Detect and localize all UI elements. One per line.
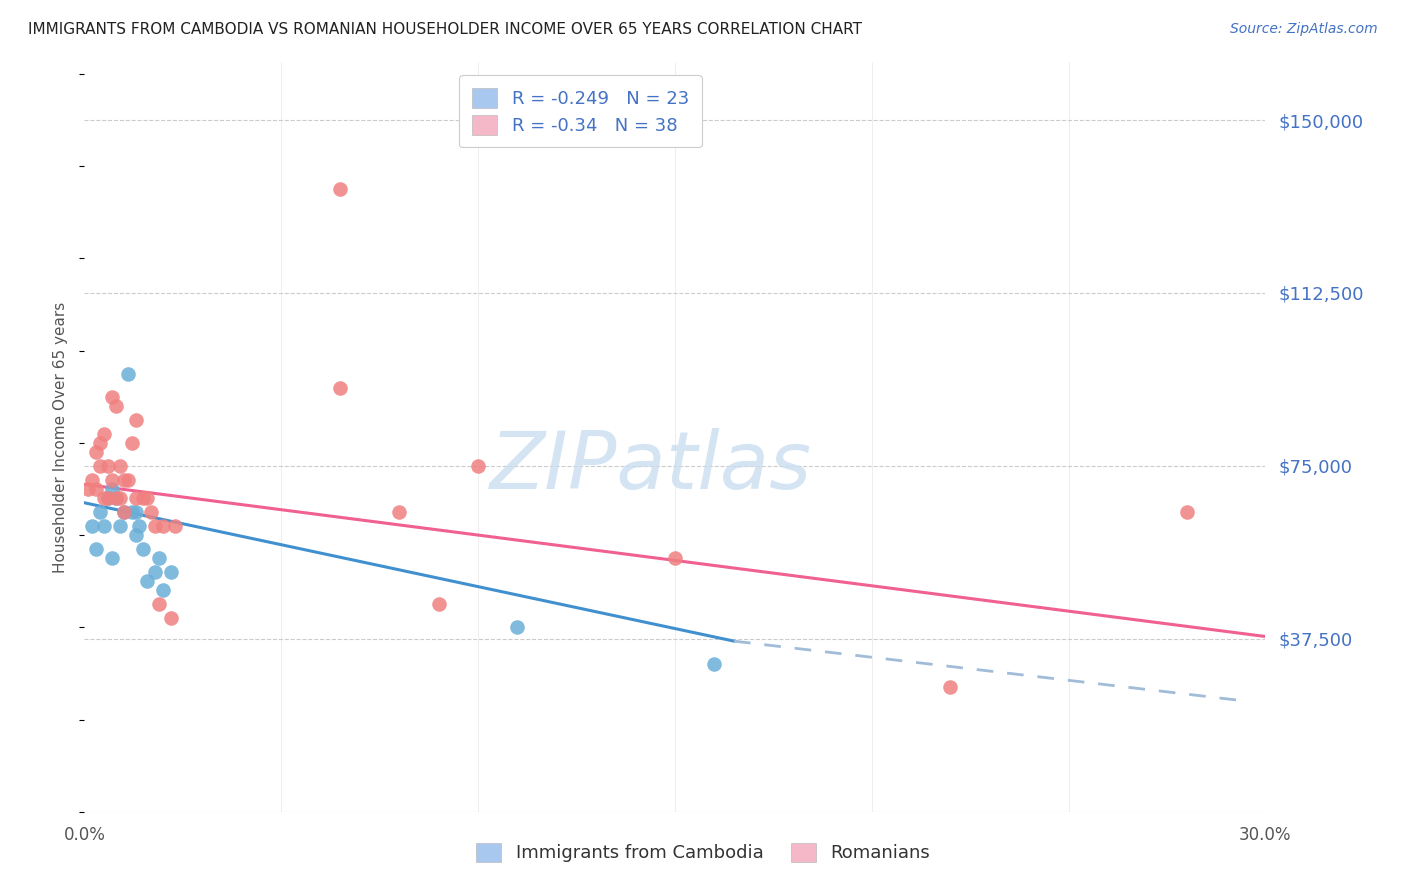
- Point: [101, 482, 124, 496]
- Point: [104, 491, 127, 505]
- Point: [121, 505, 143, 519]
- Point: [939, 680, 962, 694]
- Point: [117, 473, 139, 487]
- Point: [101, 473, 124, 487]
- Point: [160, 565, 183, 579]
- Point: [97, 491, 120, 505]
- Point: [1175, 505, 1198, 519]
- Point: [93, 491, 115, 505]
- Point: [124, 413, 146, 427]
- Point: [388, 505, 411, 519]
- Point: [112, 505, 135, 519]
- Point: [329, 380, 352, 394]
- Point: [97, 491, 120, 505]
- Point: [121, 435, 143, 450]
- Point: [108, 491, 131, 505]
- Point: [329, 182, 352, 196]
- Point: [101, 551, 124, 566]
- Point: [124, 528, 146, 542]
- Legend: Immigrants from Cambodia, Romanians: Immigrants from Cambodia, Romanians: [468, 836, 938, 870]
- Point: [112, 505, 135, 519]
- Point: [141, 505, 163, 519]
- Point: [97, 458, 120, 473]
- Point: [117, 367, 139, 381]
- Point: [84, 445, 107, 459]
- Point: [160, 611, 183, 625]
- Point: [89, 458, 111, 473]
- Point: [136, 574, 159, 589]
- Point: [93, 426, 115, 441]
- Point: [148, 597, 170, 611]
- Point: [506, 620, 529, 634]
- Text: IMMIGRANTS FROM CAMBODIA VS ROMANIAN HOUSEHOLDER INCOME OVER 65 YEARS CORRELATIO: IMMIGRANTS FROM CAMBODIA VS ROMANIAN HOU…: [28, 22, 862, 37]
- Point: [467, 458, 489, 473]
- Point: [104, 399, 127, 413]
- Point: [124, 505, 146, 519]
- Point: [89, 505, 111, 519]
- Point: [77, 482, 100, 496]
- Point: [82, 473, 104, 487]
- Point: [89, 435, 111, 450]
- Text: Source: ZipAtlas.com: Source: ZipAtlas.com: [1230, 22, 1378, 37]
- Point: [427, 597, 450, 611]
- Point: [163, 519, 186, 533]
- Point: [152, 583, 174, 598]
- Point: [143, 565, 166, 579]
- Point: [148, 551, 170, 566]
- Point: [112, 473, 135, 487]
- Point: [152, 519, 174, 533]
- Point: [84, 541, 107, 556]
- Point: [124, 491, 146, 505]
- Point: [108, 519, 131, 533]
- Point: [108, 458, 131, 473]
- Point: [84, 482, 107, 496]
- Point: [101, 390, 124, 404]
- Point: [703, 657, 725, 672]
- Text: ZIPatlas: ZIPatlas: [491, 428, 813, 506]
- Y-axis label: Householder Income Over 65 years: Householder Income Over 65 years: [53, 301, 69, 573]
- Point: [132, 491, 155, 505]
- Legend: R = -0.249   N = 23, R = -0.34   N = 38: R = -0.249 N = 23, R = -0.34 N = 38: [460, 75, 702, 147]
- Point: [664, 551, 686, 566]
- Point: [128, 519, 150, 533]
- Point: [104, 491, 127, 505]
- Point: [93, 519, 115, 533]
- Point: [82, 519, 104, 533]
- Point: [132, 541, 155, 556]
- Point: [143, 519, 166, 533]
- Point: [136, 491, 159, 505]
